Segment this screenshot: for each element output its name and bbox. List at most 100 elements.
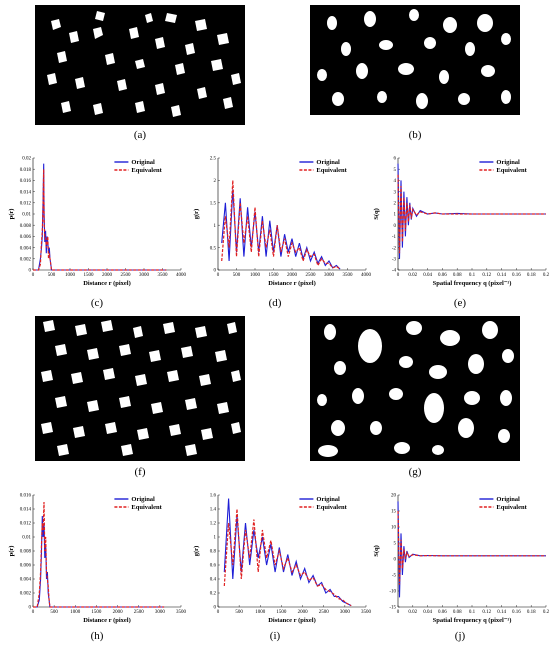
x-tick-label: 1500 (276, 610, 287, 615)
chart-h-svg: 0 500 1000 1500 2000 2500 3000 3500 0 0.002 0.004 0… (8, 494, 187, 624)
x-tick-label: 1000 (250, 273, 261, 278)
x-tick-label: 1500 (91, 610, 102, 615)
particles-b (317, 9, 511, 109)
x-tick-label: 0 (397, 610, 400, 615)
x-tick-label: 3000 (340, 610, 351, 615)
caption-d: (d) (268, 297, 282, 309)
y-tick-label: -4 (392, 269, 397, 274)
legend-equivalent-label: Equivalent (131, 167, 162, 174)
series-original-line (33, 515, 165, 608)
x-tick-label: 0.2 (543, 273, 550, 278)
x-tick-label: 0.12 (482, 273, 491, 278)
y-axis-label: p(r) (8, 546, 15, 557)
caption-g: (g) (408, 466, 422, 478)
y-tick-label: 5 (394, 168, 397, 173)
image-b-ellipse-particles (310, 5, 520, 115)
x-axis-label: Spatial frequency q (pixel⁻¹) (433, 280, 512, 287)
x-tick-label: 2500 (121, 273, 132, 278)
y-tick-label: 0.006 (20, 564, 32, 569)
y-axis-label: S(q) (373, 208, 380, 220)
legend-original-label: Original (496, 496, 520, 503)
legend-original-label: Original (131, 159, 155, 166)
y-tick-label: 0.008 (20, 224, 32, 229)
x-tick-label: 500 (233, 273, 241, 278)
image-a-irregular-particles (35, 5, 245, 125)
y-tick-label: 0.8 (210, 550, 217, 555)
particles-g (317, 321, 514, 457)
x-tick-label: 0 (217, 610, 220, 615)
y-axis-label: g(r) (193, 546, 200, 556)
x-tick-label: 1500 (84, 273, 95, 278)
x-tick-label: 2500 (319, 610, 330, 615)
x-tick-label: 0.12 (482, 610, 491, 615)
x-tick-label: 0.02 (408, 273, 417, 278)
y-tick-label: 0.012 (20, 522, 32, 527)
x-tick-label: 0.1 (469, 610, 476, 615)
x-tick-label: 0.02 (408, 610, 417, 615)
y-tick-label: 6 (394, 157, 397, 162)
y-tick-label: 0.016 (20, 494, 32, 499)
caption-c: (c) (90, 297, 104, 309)
y-tick-label: 2 (214, 179, 217, 184)
y-tick-label: 0 (214, 606, 217, 611)
x-tick-label: 3000 (155, 610, 166, 615)
x-tick-label: 2000 (287, 273, 298, 278)
y-tick-label: 15 (391, 510, 397, 515)
y-tick-label: 0.012 (20, 202, 32, 207)
y-tick-label: 2.5 (210, 157, 217, 162)
y-tick-label: -5 (392, 574, 397, 579)
series-original-line (33, 163, 167, 271)
y-tick-label: 0.018 (20, 168, 32, 173)
caption-i: (i) (269, 630, 281, 642)
x-tick-label: 0.16 (512, 273, 521, 278)
x-tick-label: 2500 (134, 610, 145, 615)
series-equivalent-line (33, 501, 165, 608)
x-tick-label: 0 (32, 610, 35, 615)
x-tick-label: 3000 (324, 273, 335, 278)
x-tick-label: 1000 (65, 273, 76, 278)
y-tick-label: 4 (394, 179, 397, 184)
x-tick-label: 0.08 (453, 273, 462, 278)
y-tick-label: 3 (394, 190, 397, 195)
x-tick-label: 2000 (102, 273, 113, 278)
x-tick-label: 500 (48, 273, 56, 278)
x-tick-label: 0.16 (512, 610, 521, 615)
chart-h: 0 500 1000 1500 2000 2500 3000 3500 0 0.002 0.004 0… (5, 487, 187, 627)
y-tick-label: 0.014 (20, 508, 32, 513)
y-tick-label: 0.2 (210, 592, 217, 597)
y-tick-label: 0.016 (20, 179, 32, 184)
x-tick-label: 0 (32, 273, 35, 278)
series-original-line (397, 501, 546, 598)
y-tick-label: -15 (389, 606, 396, 611)
y-tick-label: 2 (394, 202, 397, 207)
y-tick-label: 0.004 (20, 578, 32, 583)
x-axis-label: Distance r (pixel) (83, 280, 131, 287)
y-tick-label: -3 (392, 258, 397, 263)
x-tick-label: 0.04 (423, 610, 432, 615)
chart-e-svg: 0 0.02 0.04 0.06 0.08 0.1 0.12 0.14 0.16 0.18 0.2 -… (373, 157, 550, 287)
x-axis-label: Distance r (pixel) (83, 617, 131, 624)
y-tick-label: 10 (391, 526, 397, 531)
y-tick-label: 5 (394, 542, 397, 547)
x-tick-label: 0.18 (527, 273, 536, 278)
y-tick-label: 1 (214, 536, 217, 541)
legend-equivalent-label: Equivalent (496, 167, 527, 174)
x-axis-label: Distance r (pixel) (268, 280, 316, 287)
x-tick-label: 2000 (113, 610, 124, 615)
y-axis-label: g(r) (193, 209, 200, 219)
y-tick-label: 0 (29, 606, 32, 611)
y-tick-label: 0 (214, 269, 217, 274)
x-tick-label: 4000 (361, 273, 372, 278)
chart-e: 0 0.02 0.04 0.06 0.08 0.1 0.12 0.14 0.16 0.18 0.2 -… (370, 150, 550, 290)
y-tick-label: -10 (389, 590, 396, 595)
caption-h: (h) (90, 630, 104, 642)
series-equivalent-line (397, 510, 546, 585)
x-tick-label: 3500 (176, 610, 187, 615)
y-tick-label: 20 (391, 494, 397, 499)
chart-d-svg: 0 500 1000 1500 2000 2500 3000 3500 4000 0 0.5 1 1.5… (193, 157, 372, 287)
x-tick-label: 0.18 (527, 610, 536, 615)
legend-equivalent-label: Equivalent (496, 504, 527, 511)
x-tick-label: 0.2 (543, 610, 550, 615)
y-tick-label: 0 (29, 269, 32, 274)
x-tick-label: 500 (50, 610, 58, 615)
